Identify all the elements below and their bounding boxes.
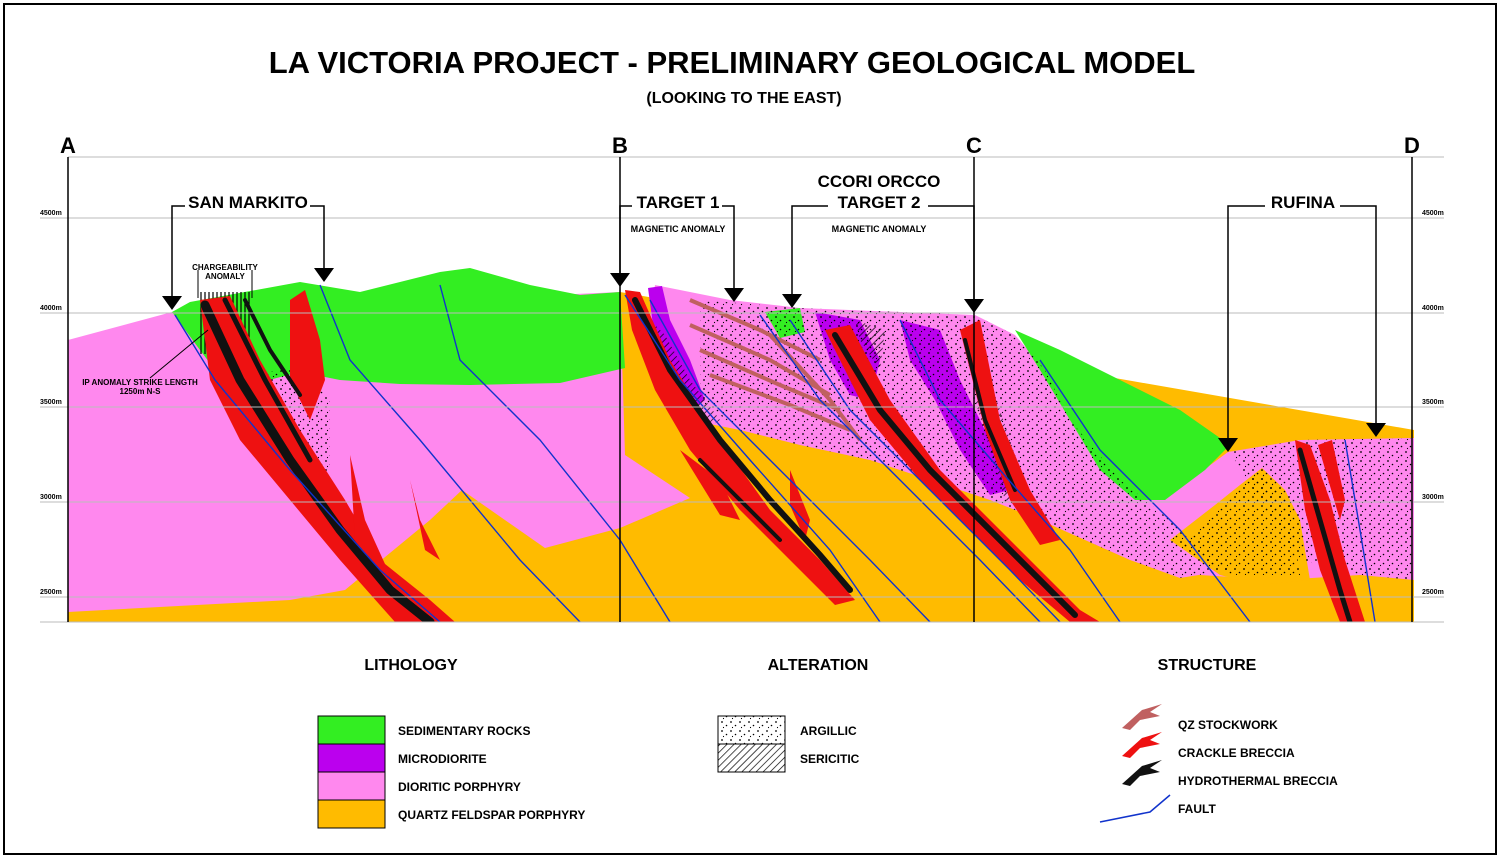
target-label-san-markito: SAN MARKITO (188, 193, 308, 212)
elev-label-right-3000: 3000m (1422, 494, 1444, 501)
ip-anomaly-leader (149, 329, 209, 379)
section-label-a: A (60, 133, 76, 158)
sericitic-zone-2 (855, 320, 885, 370)
legend-swatch-microdiorite (317, 743, 386, 773)
elev-label-left-2500: 2500m (40, 589, 62, 596)
legend-swatch-dioritic-porphyry (317, 771, 386, 801)
section-markers (67, 157, 1413, 622)
legend-label-sericitic: SERICITIC (800, 752, 860, 766)
target-brackets (171, 205, 1377, 440)
sedimentary-rocks-cover (172, 268, 625, 390)
elevation-grid (40, 156, 1444, 623)
chargeability-label: CHARGEABILITY (192, 263, 258, 272)
figure-border (3, 3, 1497, 855)
ip-anomaly-label-line2: 1250m N-S (120, 387, 162, 396)
elev-label-right-3500: 3500m (1422, 399, 1444, 406)
section-label-c: C (966, 133, 982, 158)
legend-swatch-sedimentary (317, 715, 386, 745)
elev-label-left-4000: 4000m (40, 305, 62, 312)
qz-stockwork-bands (689, 298, 862, 442)
elev-label-left-3500: 3500m (40, 399, 62, 406)
legend-swatch-sericitic (717, 743, 786, 773)
legend-symbol-crackle-breccia (1122, 732, 1162, 758)
legend-heading-structure: STRUCTURE (1158, 657, 1257, 674)
hydrothermal-breccia-veins (200, 297, 1353, 622)
section-label-d: D (1404, 133, 1420, 158)
legend-symbol-hydrothermal-breccia (1122, 760, 1162, 786)
figure-subtitle: (LOOKING TO THE EAST) (646, 90, 841, 107)
argillic-zone-rufina-qfp (1180, 470, 1300, 575)
magnetic-anomaly-label-target2: MAGNETIC ANOMALY (832, 224, 927, 234)
legend-label-fault: FAULT (1178, 802, 1216, 816)
legend-label-sedimentary: SEDIMENTARY ROCKS (398, 724, 530, 738)
elev-label-right-4000: 4000m (1422, 305, 1444, 312)
legend-label-microdiorite: MICRODIORITE (398, 752, 487, 766)
elev-label-left-3000: 3000m (40, 494, 62, 501)
ip-anomaly-label-line1: IP ANOMALY STRIKE LENGTH (82, 378, 198, 387)
legend-label-hydrothermal-breccia: HYDROTHERMAL BRECCIA (1178, 774, 1338, 788)
legend-heading-lithology: LITHOLOGY (364, 657, 458, 674)
section-body (68, 268, 1414, 622)
sericitic-zone-1 (645, 315, 720, 430)
elev-label-right-4500: 4500m (1422, 210, 1444, 217)
legend-label-crackle-breccia: CRACKLE BRECCIA (1178, 746, 1295, 760)
elev-label-right-2500: 2500m (1422, 589, 1444, 596)
sedimentary-rocks-east (1015, 330, 1230, 500)
chargeability-anomaly-label: ANOMALY (205, 272, 245, 281)
target-label-target1: TARGET 1 (637, 193, 720, 212)
legend-swatch-qfp (317, 799, 386, 829)
legend-swatch-argillic (717, 715, 786, 745)
legend-label-dioritic-porphyry: DIORITIC PORPHYRY (398, 780, 521, 794)
fault-lines (174, 284, 1376, 622)
elev-label-left-4500: 4500m (40, 210, 62, 217)
target-arrowheads (162, 268, 1386, 452)
target-label-target2: TARGET 2 (838, 193, 921, 212)
target-label-ccori-orcco: CCORI ORCCO (818, 172, 941, 191)
section-label-b: B (612, 133, 628, 158)
magnetic-anomaly-label-target1: MAGNETIC ANOMALY (631, 224, 726, 234)
figure-title: LA VICTORIA PROJECT - PRELIMINARY GEOLOG… (269, 45, 1196, 80)
legend-label-argillic: ARGILLIC (800, 724, 857, 738)
legend-symbol-qz-stockwork (1122, 704, 1162, 730)
target-label-rufina: RUFINA (1271, 193, 1335, 212)
legend-heading-alteration: ALTERATION (768, 657, 869, 674)
legend-label-qfp: QUARTZ FELDSPAR PORPHYRY (398, 808, 585, 822)
argillic-zone-central (700, 300, 1230, 578)
legend-label-qz-stockwork: QZ STOCKWORK (1178, 718, 1278, 732)
elevation-labels: 4500m 4000m 3500m 3000m 2500m 4500m 4000… (40, 210, 1444, 596)
legend-symbol-fault (1099, 794, 1171, 823)
